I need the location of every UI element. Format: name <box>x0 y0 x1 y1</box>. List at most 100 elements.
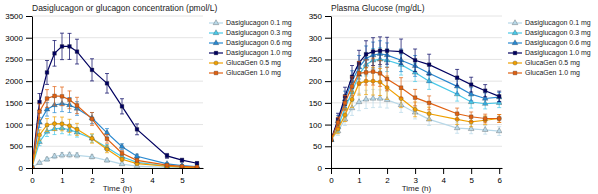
marker <box>413 58 417 62</box>
error-bar <box>180 158 184 162</box>
y-tick: 300 <box>309 34 331 43</box>
error-bar <box>53 41 57 67</box>
y-tick-mark <box>325 168 331 169</box>
grid-line <box>32 37 203 38</box>
x-tick-label: 1 <box>60 176 65 185</box>
y-tick-mark <box>325 125 331 126</box>
marker <box>454 125 460 130</box>
error-bar <box>105 74 109 94</box>
marker <box>195 161 199 165</box>
y-tick-mark <box>325 38 331 39</box>
y-tick-mark <box>26 38 32 39</box>
x-tick: 5 <box>180 168 185 185</box>
y-tick: 0 <box>19 164 32 173</box>
marker <box>53 51 57 55</box>
marker <box>356 99 362 104</box>
legend-item: GlucaGen 0.5 mg <box>209 59 281 67</box>
error-bar <box>60 33 64 59</box>
x-axis-label: Time (h) <box>103 184 133 193</box>
y-tick-mark <box>26 59 32 60</box>
error-bar <box>399 78 403 98</box>
y-tick-label: 100 <box>309 121 323 130</box>
marker <box>74 152 80 157</box>
series <box>32 96 200 168</box>
legend-swatch-marker <box>513 71 517 75</box>
marker <box>38 110 42 114</box>
marker <box>37 133 41 137</box>
y-tick: 100 <box>309 121 331 130</box>
error-bar <box>483 125 487 134</box>
x-tick: 1 <box>357 168 362 185</box>
marker <box>363 96 369 101</box>
y-tick-mark <box>26 16 32 17</box>
marker <box>469 83 473 87</box>
y-tick-mark <box>325 146 331 147</box>
x-tick-label: 2 <box>90 176 95 185</box>
x-axis-line <box>33 168 204 169</box>
y-tick: 500 <box>10 142 32 151</box>
y-tick: 3500 <box>5 12 32 21</box>
marker <box>497 117 501 121</box>
marker <box>370 95 376 100</box>
legend-swatch-marker <box>512 30 518 35</box>
series <box>331 89 502 141</box>
y-tick-label: 150 <box>309 99 323 108</box>
x-tick-label: 0 <box>30 176 35 185</box>
series <box>32 122 200 168</box>
y-tick-label: 2000 <box>5 77 23 86</box>
error-bar <box>105 145 109 151</box>
x-tick: 4 <box>441 168 446 185</box>
marker <box>45 97 49 101</box>
x-tick-mark <box>499 168 500 174</box>
error-bar <box>497 91 501 101</box>
marker <box>38 100 42 104</box>
marker <box>378 71 382 75</box>
error-bar <box>75 123 79 135</box>
marker <box>350 84 354 88</box>
error-bar <box>105 135 109 144</box>
grid <box>331 16 502 168</box>
error-bar <box>371 58 375 85</box>
y-tick-label: 300 <box>309 34 323 43</box>
error-bar <box>53 117 57 131</box>
marker <box>135 127 139 131</box>
x-axis: 012345 <box>30 168 203 185</box>
grid-line <box>331 37 502 38</box>
marker <box>343 101 347 105</box>
legend-label: Dasiglucagon 0.6 mg <box>226 39 292 47</box>
error-bar <box>75 39 79 64</box>
y-tick: 50 <box>313 142 331 151</box>
marker <box>89 154 95 159</box>
legend-item: Dasiglucagon 0.3 mg <box>508 29 591 37</box>
error-bar <box>60 117 64 131</box>
error-bar <box>497 115 501 123</box>
error-bar <box>60 153 64 158</box>
marker <box>165 164 169 168</box>
y-tick: 250 <box>309 55 331 64</box>
series-line <box>331 81 499 140</box>
legend-label: GlucaGen 1.0 mg <box>226 69 281 77</box>
y-tick-label: 50 <box>313 142 322 151</box>
legend-label: Dasiglucagon 0.3 mg <box>226 29 292 37</box>
x-tick-mark <box>152 168 153 174</box>
marker <box>483 89 487 93</box>
y-tick: 3000 <box>5 34 32 43</box>
legend-swatch-marker <box>213 30 219 35</box>
marker <box>75 127 79 131</box>
grid-line <box>331 16 502 17</box>
grid-line <box>32 81 203 82</box>
x-tick-mark <box>359 168 360 174</box>
y-axis-line <box>32 17 33 169</box>
marker <box>385 77 389 81</box>
error-bar <box>483 114 487 123</box>
marker <box>165 154 169 158</box>
x-tick-label: 0 <box>329 176 334 185</box>
error-bar <box>385 37 389 64</box>
legend-swatch-marker <box>214 61 218 65</box>
error-bar <box>165 153 169 158</box>
y-tick-label: 250 <box>309 55 323 64</box>
marker <box>37 160 43 165</box>
error-bar <box>90 135 94 143</box>
y-tick-label: 0 <box>318 164 323 173</box>
legend-item: GlucaGen 1.0 mg <box>209 69 281 77</box>
